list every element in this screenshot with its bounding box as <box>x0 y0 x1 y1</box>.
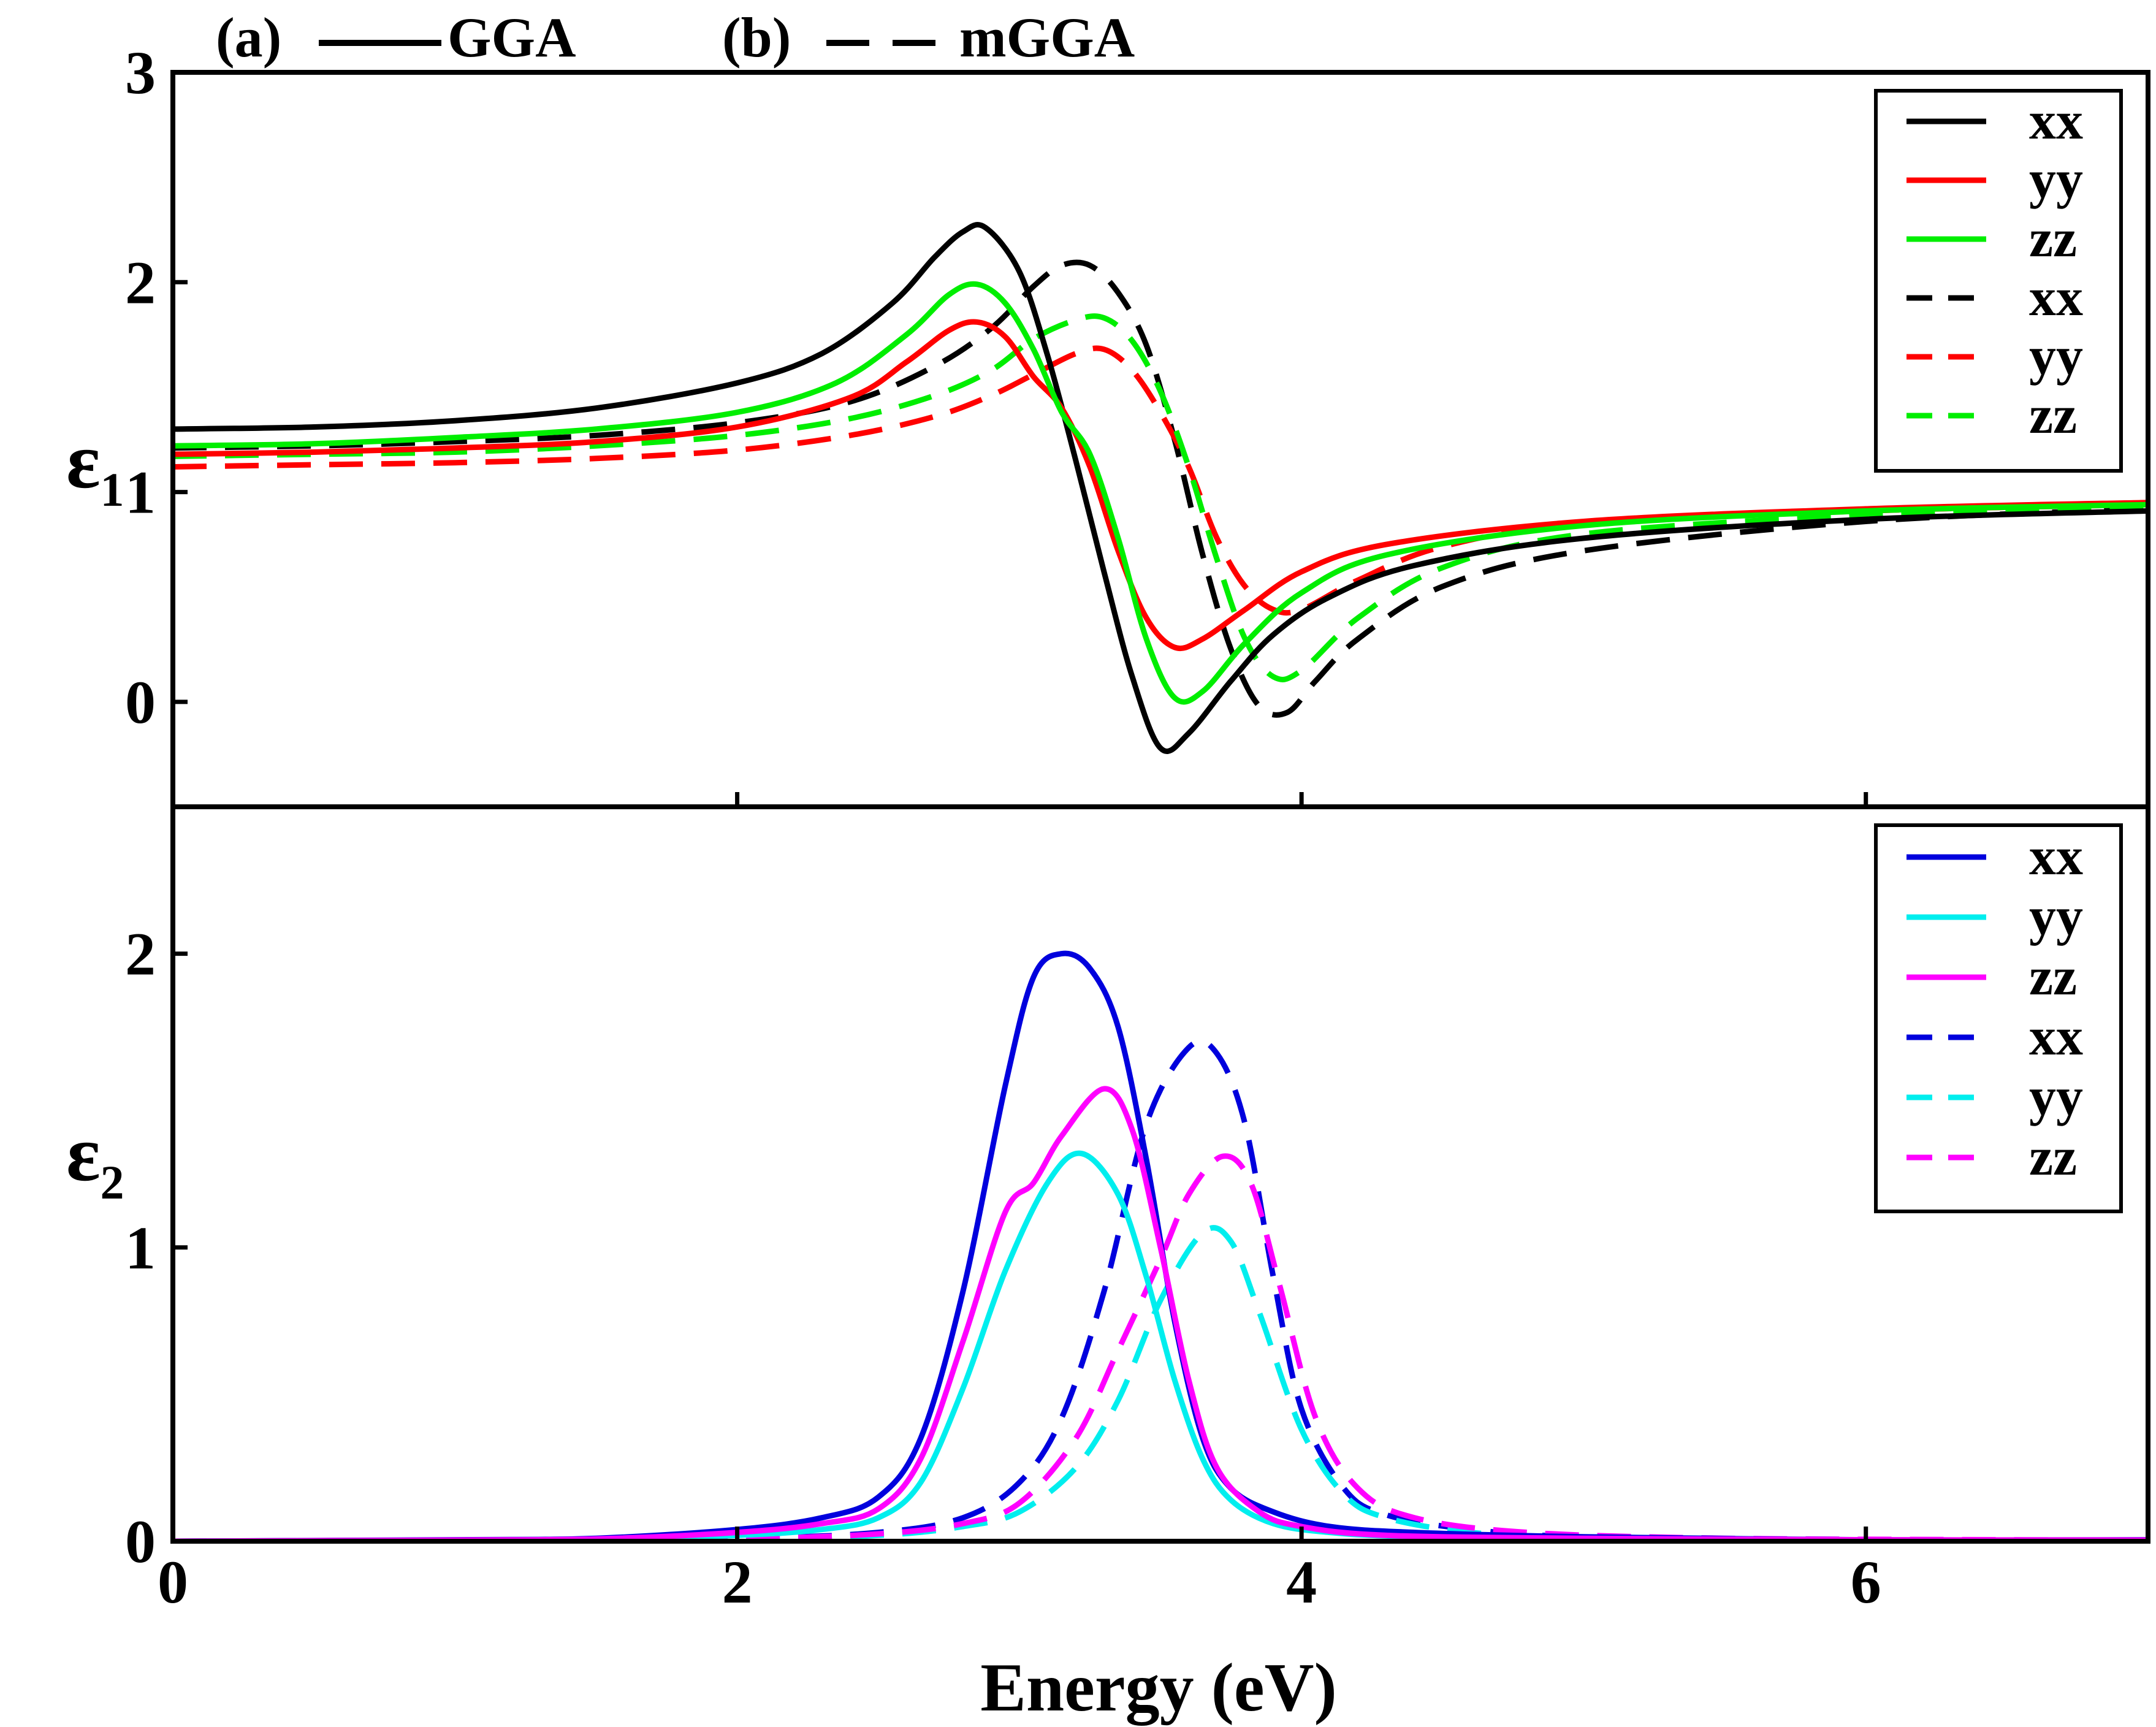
epsilon1-ytick-label: 1 <box>125 459 156 527</box>
epsilon2-ytick-label: 0 <box>125 1508 156 1576</box>
x-axis-title: Energy (eV) <box>980 1650 1337 1726</box>
epsilon2-curve-yy-gga <box>173 1150 2148 1541</box>
epsilon1-ytick-label: 0 <box>125 668 156 736</box>
epsilon2-ytick-label: 2 <box>125 920 156 988</box>
epsilon2-xtick-label: 2 <box>722 1548 753 1616</box>
epsilon2-legend-box <box>1874 823 2123 1213</box>
epsilon1-legend-box <box>1874 89 2123 473</box>
epsilon1-ytick-label: 3 <box>125 39 156 107</box>
epsilon2-legend-label-yy-gga: yy <box>2029 887 2083 947</box>
epsilon1-legend-label-zz-gga: zz <box>2029 209 2077 269</box>
epsilon2-ytick-label: 1 <box>125 1214 156 1282</box>
epsilon2-legend-label-zz-mgga: zz <box>2029 1127 2077 1187</box>
epsilon2-legend-label-xx-mgga: xx <box>2029 1007 2083 1067</box>
epsilon2-legend-label-zz-gga: zz <box>2029 947 2077 1007</box>
epsilon1-ylabel: ε1 <box>66 417 124 516</box>
epsilon1-legend-label-zz-mgga: zz <box>2029 386 2077 445</box>
epsilon1-frame <box>170 70 2150 809</box>
epsilon1-symbol: ε <box>66 417 101 505</box>
epsilon1-curve-zz-gga <box>173 281 2148 705</box>
epsilon2-xtick-label: 6 <box>1851 1548 1881 1616</box>
epsilon2-curve-yy-mgga <box>173 1225 2148 1541</box>
epsilon2-legend-label-yy-mgga: yy <box>2029 1067 2083 1127</box>
epsilon1-ytick-label: 2 <box>125 248 156 316</box>
epsilon2-legend-label-xx-gga: xx <box>2029 827 2083 886</box>
epsilon1-curve-xx-gga <box>173 222 2148 754</box>
panel-b-label: (b) <box>722 6 791 69</box>
epsilon2-ylabel: ε2 <box>66 1110 124 1209</box>
panel-b-method: mGGA <box>959 6 1135 69</box>
epsilon1-subscript: 1 <box>101 463 124 516</box>
epsilon1-tick-labels: 0 1 2 3 <box>125 39 156 736</box>
epsilon2-frame <box>170 804 2150 1544</box>
epsilon1-curve-zz-mgga <box>173 313 2148 682</box>
epsilon1-legend-label-yy-mgga: yy <box>2029 327 2083 386</box>
epsilon2-curve-zz-gga <box>173 1086 2148 1541</box>
epsilon2-curve-zz-mgga <box>173 1153 2148 1541</box>
epsilon2-tick-labels: 0 1 2 0 2 4 6 <box>125 920 1881 1616</box>
epsilon1-curve-xx-mgga <box>173 259 2148 718</box>
epsilon2-ticks <box>170 951 1868 1544</box>
panel-a-method: GGA <box>448 6 576 69</box>
epsilon2-symbol: ε <box>66 1110 101 1198</box>
epsilon2-curve-xx-mgga <box>173 1038 2148 1541</box>
epsilon2-curves <box>173 950 2148 1541</box>
epsilon1-legend-label-yy-gga: yy <box>2029 150 2083 210</box>
epsilon2-xtick-label: 4 <box>1286 1548 1317 1616</box>
epsilon1-curve-yy-gga <box>173 319 2148 652</box>
panel-a-label: (a) <box>216 6 281 69</box>
epsilon2-subscript: 2 <box>101 1156 124 1209</box>
epsilon1-legend-label-xx-mgga: xx <box>2029 268 2083 327</box>
method-header: (a) GGA (b) mGGA <box>216 6 1135 69</box>
epsilon2-xtick-label: 0 <box>158 1548 188 1616</box>
epsilon1-curves <box>173 222 2148 754</box>
epsilon1-legend-label-xx-gga: xx <box>2029 91 2083 151</box>
